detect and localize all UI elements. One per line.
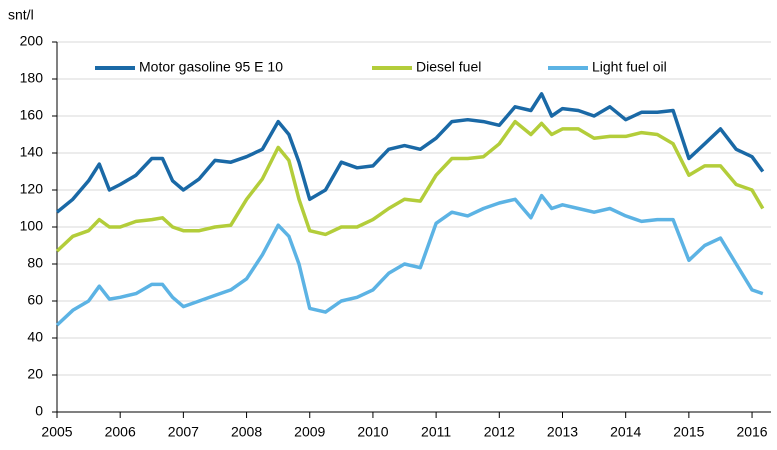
y-tick-label: 180 xyxy=(20,70,44,86)
y-tick-label: 140 xyxy=(20,144,44,160)
y-tick-label: 120 xyxy=(20,181,44,197)
y-tick-label: 100 xyxy=(20,218,44,234)
y-tick-label: 160 xyxy=(20,107,44,123)
legend-label: Motor gasoline 95 E 10 xyxy=(139,59,283,75)
x-tick-label: 2015 xyxy=(673,424,704,440)
y-axis-label: snt/l xyxy=(8,7,34,23)
x-tick-label: 2010 xyxy=(357,424,388,440)
x-tick-label: 2014 xyxy=(610,424,641,440)
y-tick-label: 60 xyxy=(27,292,43,308)
legend-bg xyxy=(368,58,538,78)
legend-bg xyxy=(91,58,361,78)
x-tick-label: 2006 xyxy=(105,424,136,440)
legend-label: Light fuel oil xyxy=(592,59,667,75)
series-line xyxy=(55,119,765,253)
y-tick-label: 40 xyxy=(27,329,43,345)
x-tick-label: 2016 xyxy=(736,424,767,440)
y-tick-label: 80 xyxy=(27,255,43,271)
y-tick-label: 20 xyxy=(27,366,43,382)
legend-label: Diesel fuel xyxy=(416,59,481,75)
x-tick-label: 2012 xyxy=(484,424,515,440)
x-tick-label: 2011 xyxy=(421,424,451,440)
y-tick-label: 0 xyxy=(35,403,43,419)
series-line xyxy=(55,193,764,327)
legend-bg xyxy=(544,58,704,78)
x-tick-label: 2007 xyxy=(168,424,199,440)
x-tick-label: 2008 xyxy=(231,424,262,440)
y-tick-label: 200 xyxy=(20,33,44,49)
x-tick-label: 2005 xyxy=(41,424,72,440)
series-line xyxy=(55,92,765,214)
x-tick-label: 2009 xyxy=(294,424,325,440)
x-tick-label: 2013 xyxy=(547,424,578,440)
